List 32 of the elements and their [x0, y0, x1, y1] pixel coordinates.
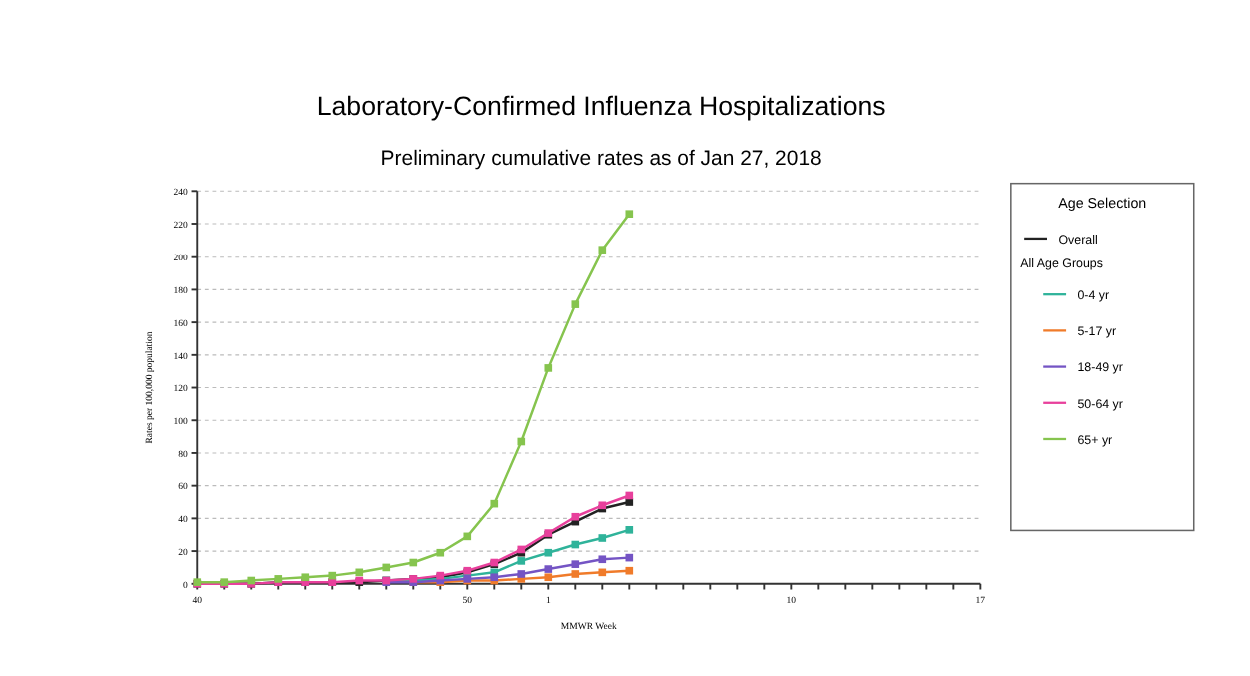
point [436, 548, 445, 557]
chart-subtitle: Preliminary cumulative rates as of Jan 27, 2018 [380, 148, 823, 171]
point [598, 534, 607, 542]
point [625, 210, 634, 218]
point [517, 437, 526, 446]
point [598, 246, 607, 254]
point [355, 568, 364, 577]
point [382, 563, 391, 572]
point [409, 558, 418, 567]
point [544, 548, 553, 557]
point [598, 555, 607, 564]
point [571, 512, 580, 521]
point [625, 491, 634, 500]
point [625, 498, 634, 506]
point [571, 300, 580, 308]
point [571, 570, 580, 578]
point [517, 570, 526, 578]
point [544, 565, 553, 573]
point [301, 573, 310, 582]
point [625, 526, 634, 534]
point [571, 560, 580, 568]
point [544, 573, 553, 582]
point [598, 568, 607, 577]
point [328, 571, 337, 580]
chart-title: Laboratory-Confirmed Influenza Hospitalizations [316, 91, 887, 122]
point [625, 566, 634, 575]
point [544, 364, 553, 372]
point [490, 499, 499, 508]
point [463, 532, 472, 541]
point [625, 553, 634, 562]
point [517, 557, 526, 565]
point [571, 540, 580, 549]
